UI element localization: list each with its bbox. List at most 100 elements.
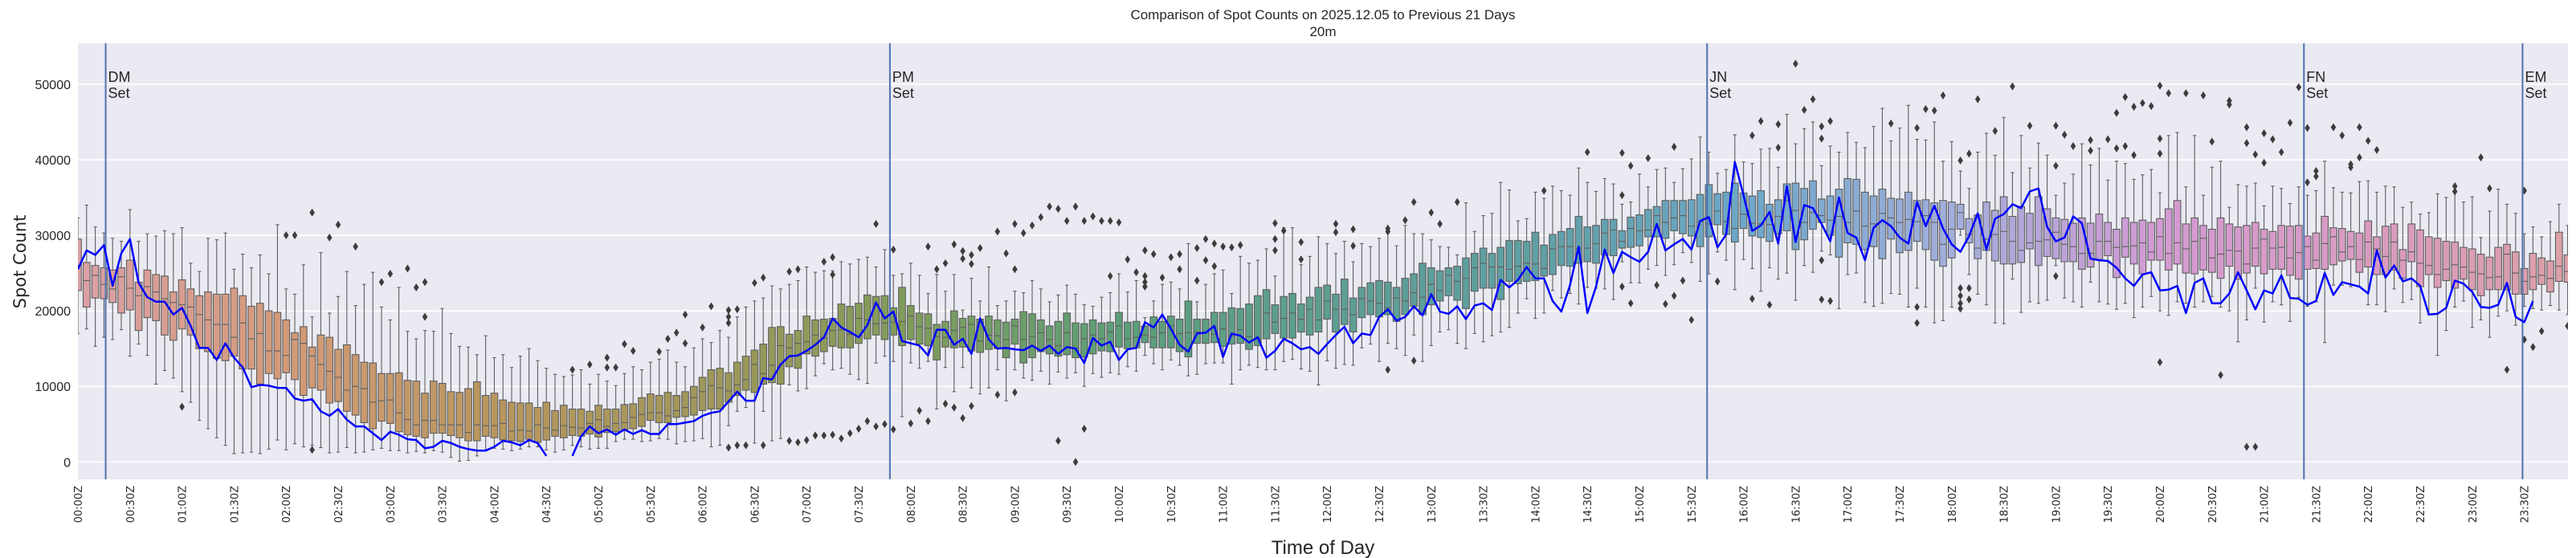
outlier-point <box>2157 358 2163 367</box>
box <box>2485 210 2494 338</box>
outlier-point <box>1584 148 1590 157</box>
box-iqr <box>1288 292 1296 339</box>
box <box>2043 154 2051 301</box>
box-iqr <box>255 303 264 385</box>
box-iqr <box>1166 316 1175 348</box>
box-iqr <box>1097 322 1106 352</box>
box-iqr <box>2173 200 2182 265</box>
box <box>1184 242 1193 377</box>
box-iqr <box>1332 293 1340 333</box>
x-tick-label: 19:00Z <box>2051 486 2063 523</box>
box-iqr <box>1019 311 1028 364</box>
box-iqr <box>1809 180 1817 230</box>
box <box>1713 173 1722 253</box>
marker-label: Set <box>892 85 914 101</box>
outlier-point <box>1793 59 1798 68</box>
outlier-point <box>2070 141 2076 150</box>
x-tick-label: 10:00Z <box>1114 486 1126 523</box>
box-iqr <box>1080 323 1088 358</box>
box-iqr <box>1757 189 1766 238</box>
box <box>1427 239 1435 346</box>
box <box>481 335 490 451</box>
outlier-point <box>994 390 1001 399</box>
box-iqr <box>2312 232 2321 269</box>
outlier-point <box>2451 187 2458 196</box>
outlier-point <box>1966 283 1972 292</box>
marker-label: Set <box>108 85 130 101</box>
box <box>2173 132 2182 303</box>
box <box>1566 194 1574 295</box>
box-iqr <box>273 312 282 380</box>
box-iqr <box>1028 313 1036 359</box>
outlier-point <box>960 255 965 263</box>
vertical-markers <box>104 43 2524 479</box>
box-iqr <box>1401 278 1410 316</box>
box <box>369 271 378 450</box>
box-iqr <box>2060 218 2069 263</box>
box-iqr <box>672 394 681 418</box>
box <box>2294 186 2303 298</box>
box-iqr <box>1357 287 1366 319</box>
outlier-point <box>1914 303 1920 312</box>
outlier-point <box>1194 244 1200 253</box>
outlier-point <box>725 306 732 315</box>
box-iqr <box>2321 215 2329 270</box>
box <box>1843 132 1852 275</box>
box-iqr <box>2190 217 2199 275</box>
box-iqr <box>594 405 602 438</box>
box-iqr <box>508 401 516 442</box>
box <box>872 267 880 364</box>
outlier-point <box>1003 249 1009 258</box>
outlier-point <box>864 417 871 426</box>
box <box>1661 167 1670 276</box>
box <box>1366 246 1375 345</box>
box-iqr <box>837 303 846 348</box>
box <box>785 283 794 385</box>
box-iqr <box>689 385 698 416</box>
outlier-point <box>734 441 741 450</box>
box <box>915 275 924 369</box>
box <box>551 373 559 453</box>
outlier-point <box>1272 218 1278 227</box>
box-iqr <box>1435 270 1444 302</box>
plot-content <box>78 43 2568 479</box>
outlier-point <box>586 360 593 369</box>
box-iqr <box>516 402 525 442</box>
box <box>958 309 967 369</box>
box <box>1496 181 1505 333</box>
outlier-point <box>309 446 315 454</box>
box <box>2182 186 2190 304</box>
outlier-point <box>1012 265 1018 274</box>
box <box>759 297 768 412</box>
box <box>2069 173 2077 303</box>
outlier-point <box>725 443 732 452</box>
x-tick-label: 08:30Z <box>958 486 970 523</box>
box-iqr <box>1947 202 1956 259</box>
outlier-point <box>335 220 341 229</box>
outlier-point <box>1220 242 1226 251</box>
outlier-point <box>1272 246 1278 255</box>
box-iqr <box>1930 202 1939 261</box>
box <box>143 233 152 356</box>
box <box>1609 183 1618 300</box>
outlier-point <box>353 242 358 251</box>
box-iqr <box>386 373 394 424</box>
y-tick-label: 40000 <box>35 154 71 168</box>
box-iqr <box>125 259 134 311</box>
box <box>898 273 906 417</box>
outlier-point <box>1159 273 1166 282</box>
box-iqr <box>264 310 273 374</box>
box-iqr <box>629 403 638 430</box>
box <box>386 319 394 451</box>
outlier-point <box>1958 304 1963 313</box>
x-tick-label: 02:30Z <box>333 486 345 523</box>
outlier-point <box>682 310 688 319</box>
box-iqr <box>559 405 568 438</box>
x-tick-label: 14:00Z <box>1530 486 1542 523</box>
box-iqr <box>1462 257 1470 309</box>
outlier-point <box>1177 250 1182 259</box>
box <box>1817 165 1826 252</box>
box-iqr <box>2008 215 2017 265</box>
box <box>1904 104 1913 308</box>
outlier-point <box>969 250 974 259</box>
